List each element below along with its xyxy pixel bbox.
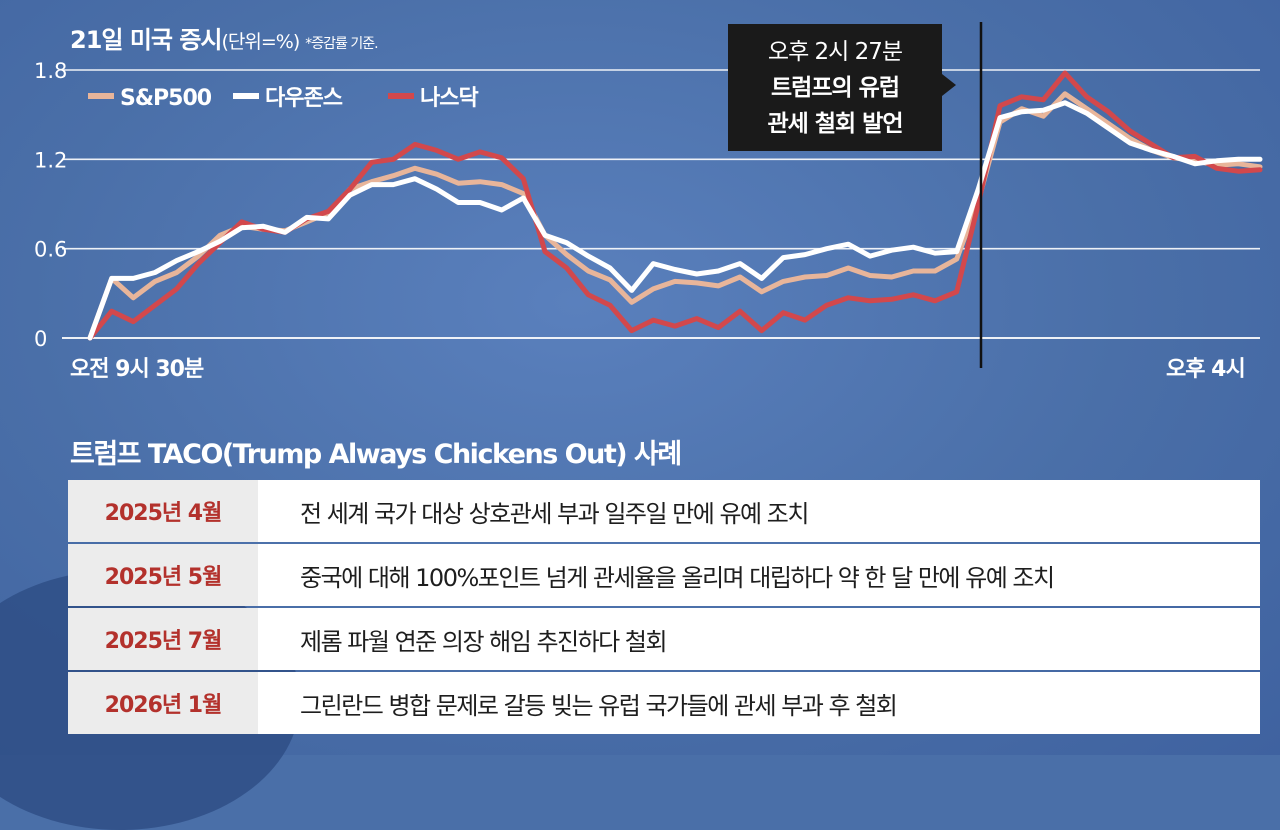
case-row: 2025년 4월 전 세계 국가 대상 상호관세 부과 일주일 만에 유예 조치 bbox=[68, 480, 1260, 542]
cases-table: 2025년 4월 전 세계 국가 대상 상호관세 부과 일주일 만에 유예 조치… bbox=[68, 480, 1260, 736]
series-line-0 bbox=[87, 91, 1263, 341]
case-date: 2025년 7월 bbox=[68, 608, 258, 670]
y-tick-label: 1.8 bbox=[34, 59, 67, 83]
cases-title: 트럼프 TACO(Trump Always Chickens Out) 사례 bbox=[70, 439, 682, 470]
case-row: 2025년 7월 제롬 파월 연준 의장 해임 추진하다 철회 bbox=[68, 608, 1260, 670]
legend-label: 다우존스 bbox=[265, 86, 343, 111]
line-chart: 1.8 1.2 0.6 0 S&P500 다우존스 나스닥 bbox=[34, 22, 1263, 368]
case-date: 2026년 1월 bbox=[68, 672, 258, 734]
case-date: 2025년 4월 bbox=[68, 480, 258, 542]
y-tick-label: 0 bbox=[34, 327, 47, 351]
chart-title-unit: (단위=%) bbox=[221, 31, 301, 53]
case-date: 2025년 5월 bbox=[68, 544, 258, 606]
series-line-1 bbox=[87, 100, 1263, 341]
legend-label: S&P500 bbox=[120, 86, 212, 111]
chart-title-main: 21일 미국 증시 bbox=[70, 26, 223, 54]
case-row: 2025년 5월 중국에 대해 100%포인트 넘게 관세율을 올리며 대립하다… bbox=[68, 544, 1260, 606]
event-callout: 오후 2시 27분 트럼프의 유럽 관세 철회 발언 bbox=[728, 24, 942, 151]
case-desc: 제롬 파월 연준 의장 해임 추진하다 철회 bbox=[300, 627, 668, 656]
x-tick-end: 오후 4시 bbox=[1166, 357, 1246, 382]
chart-title: 21일 미국 증시(단위=%) *증감률 기준. bbox=[70, 20, 379, 55]
callout-line2: 트럼프의 유럽 bbox=[771, 75, 900, 101]
legend-label: 나스닥 bbox=[420, 86, 478, 111]
case-desc: 전 세계 국가 대상 상호관세 부과 일주일 만에 유예 조치 bbox=[300, 499, 809, 528]
y-tick-label: 1.2 bbox=[34, 148, 67, 172]
case-desc: 중국에 대해 100%포인트 넘게 관세율을 올리며 대립하다 약 한 달 만에… bbox=[300, 563, 1055, 592]
y-tick-label: 0.6 bbox=[34, 238, 67, 262]
callout-time: 오후 2시 27분 bbox=[767, 39, 903, 65]
callout-line3: 관세 철회 발언 bbox=[767, 111, 904, 137]
x-tick-start: 오전 9시 30분 bbox=[70, 357, 204, 382]
chart-title-note: *증감률 기준. bbox=[305, 36, 378, 52]
case-row: 2026년 1월 그린란드 병합 문제로 갈등 빚는 유럽 국가들에 관세 부과… bbox=[68, 672, 1260, 734]
callout-pointer bbox=[942, 74, 956, 96]
case-desc: 그린란드 병합 문제로 갈등 빚는 유럽 국가들에 관세 부과 후 철회 bbox=[300, 691, 898, 720]
